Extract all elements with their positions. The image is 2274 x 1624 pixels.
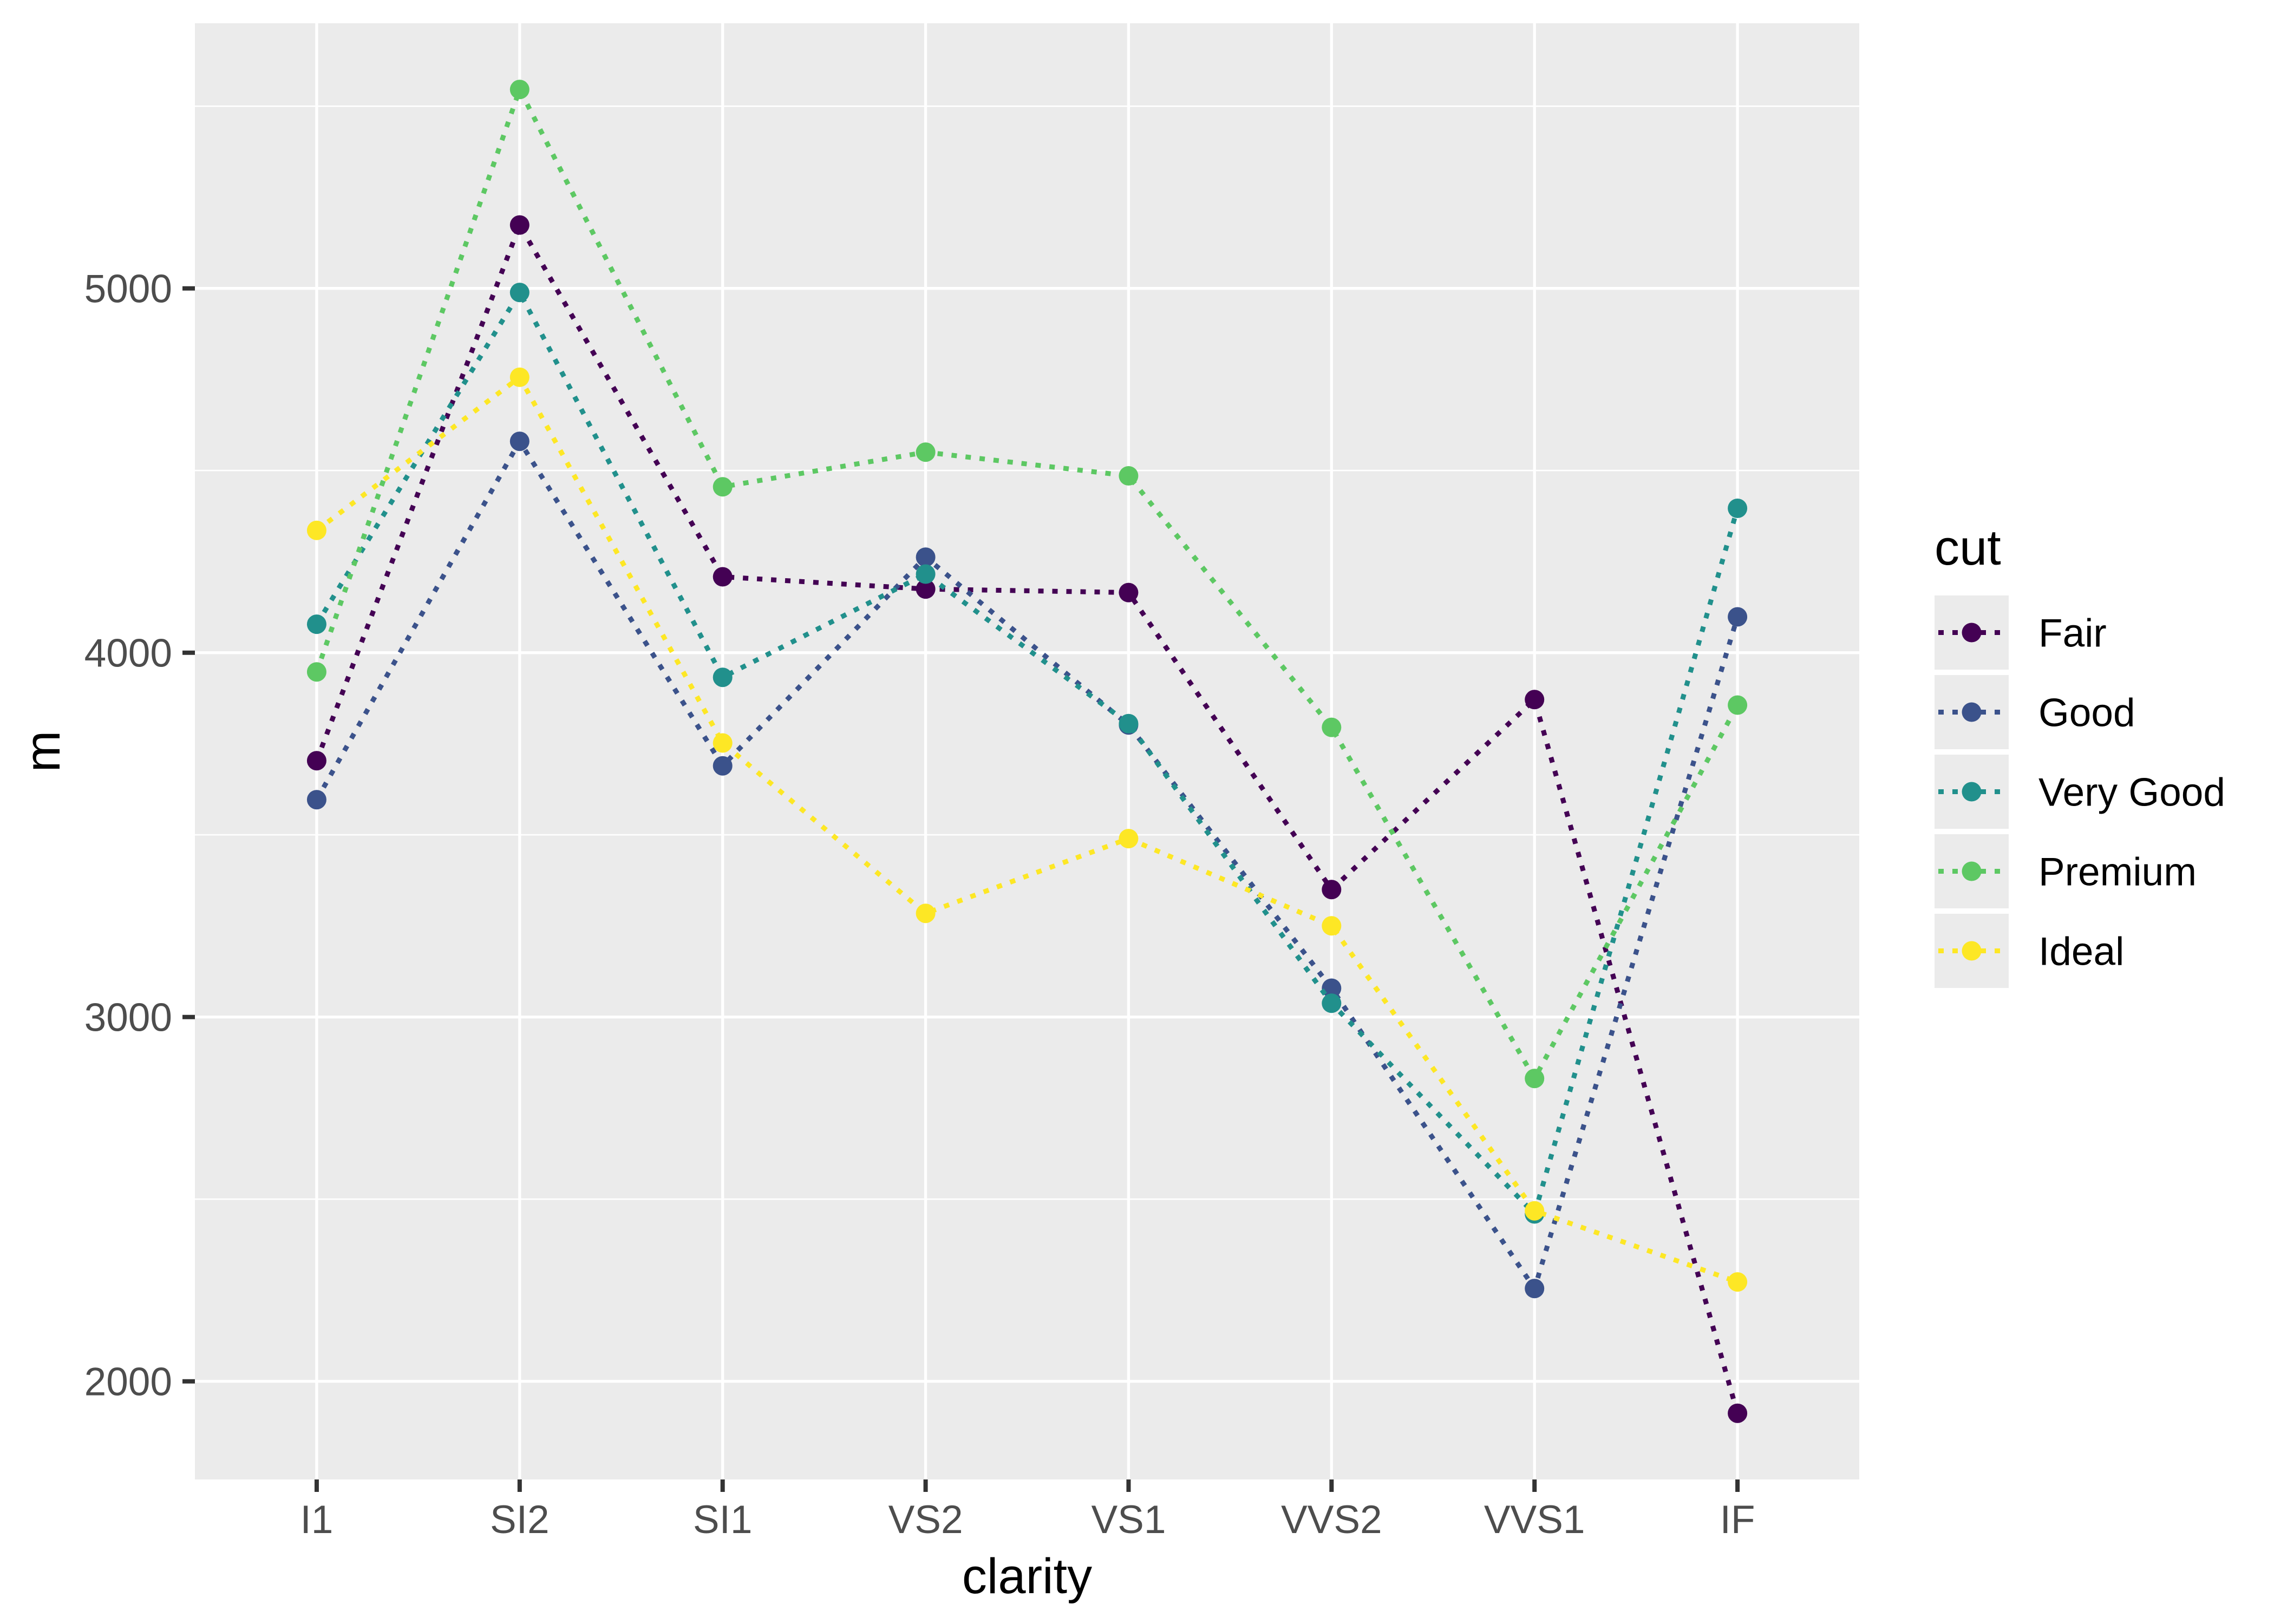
legend-key-point [1962,861,1982,881]
legend-key-point [1962,623,1982,643]
legend-label: Ideal [2038,930,2124,974]
data-point [916,564,936,584]
series-line-fair [314,219,1740,1414]
data-point [1728,499,1748,518]
data-point [1322,880,1342,900]
legend-label: Fair [2038,612,2107,656]
data-point [509,80,530,100]
data-point [713,733,733,753]
data-point [306,751,326,771]
data-point [1525,1201,1545,1221]
x-tick-label: IF [1720,1498,1755,1542]
legend-title: cut [1935,520,2001,575]
legend-key-point [1962,782,1982,802]
data-point [916,579,936,599]
data-point [916,903,936,924]
data-point [1119,713,1139,734]
y-tick-label: 5000 [84,267,172,311]
data-point [509,431,530,451]
y-tick-label: 3000 [84,996,172,1040]
x-tick-label: VS1 [1091,1498,1166,1542]
x-tick-label: VS2 [888,1498,963,1542]
x-tick-label: SI2 [490,1498,550,1542]
data-point [1322,916,1342,936]
data-point [1119,829,1139,849]
y-axis-title: m [15,731,70,772]
y-tick-label: 4000 [84,632,172,676]
data-point [1119,582,1139,603]
series-line-premium [314,83,1740,1084]
data-point [1525,1069,1545,1089]
x-tick-label: I1 [300,1498,333,1542]
data-point [306,790,326,810]
series-line-ideal [315,374,1739,1285]
legend-label: Premium [2038,850,2197,894]
data-point [916,442,936,462]
data-point [713,477,733,497]
data-point [1728,695,1748,715]
y-tick-label: 2000 [84,1360,172,1404]
x-tick-label: VVS1 [1484,1498,1585,1542]
data-point [1728,607,1748,627]
x-axis-title: clarity [962,1549,1092,1604]
data-point [509,283,530,303]
data-point [713,667,733,687]
data-point [1322,717,1342,737]
data-point [509,367,530,387]
data-point [306,662,326,682]
data-point [713,756,733,776]
data-point [306,614,326,634]
legend-key-point [1962,941,1982,961]
data-point [1322,978,1342,998]
data-point [1119,466,1139,486]
plot-panel [195,23,1859,1479]
data-point [1728,1272,1748,1292]
data-point [1322,993,1342,1013]
data-point [1728,1403,1748,1423]
data-point [1525,1279,1545,1299]
legend-label: Very Good [2038,771,2225,815]
x-tick-label: SI1 [693,1498,753,1542]
legend-key-point [1962,702,1982,722]
data-point [509,215,530,235]
data-point [1525,690,1545,710]
data-point [713,567,733,587]
data-point [916,547,936,567]
x-tick-label: VVS2 [1281,1498,1382,1542]
data-point [306,520,326,540]
legend-label: Good [2038,691,2135,735]
